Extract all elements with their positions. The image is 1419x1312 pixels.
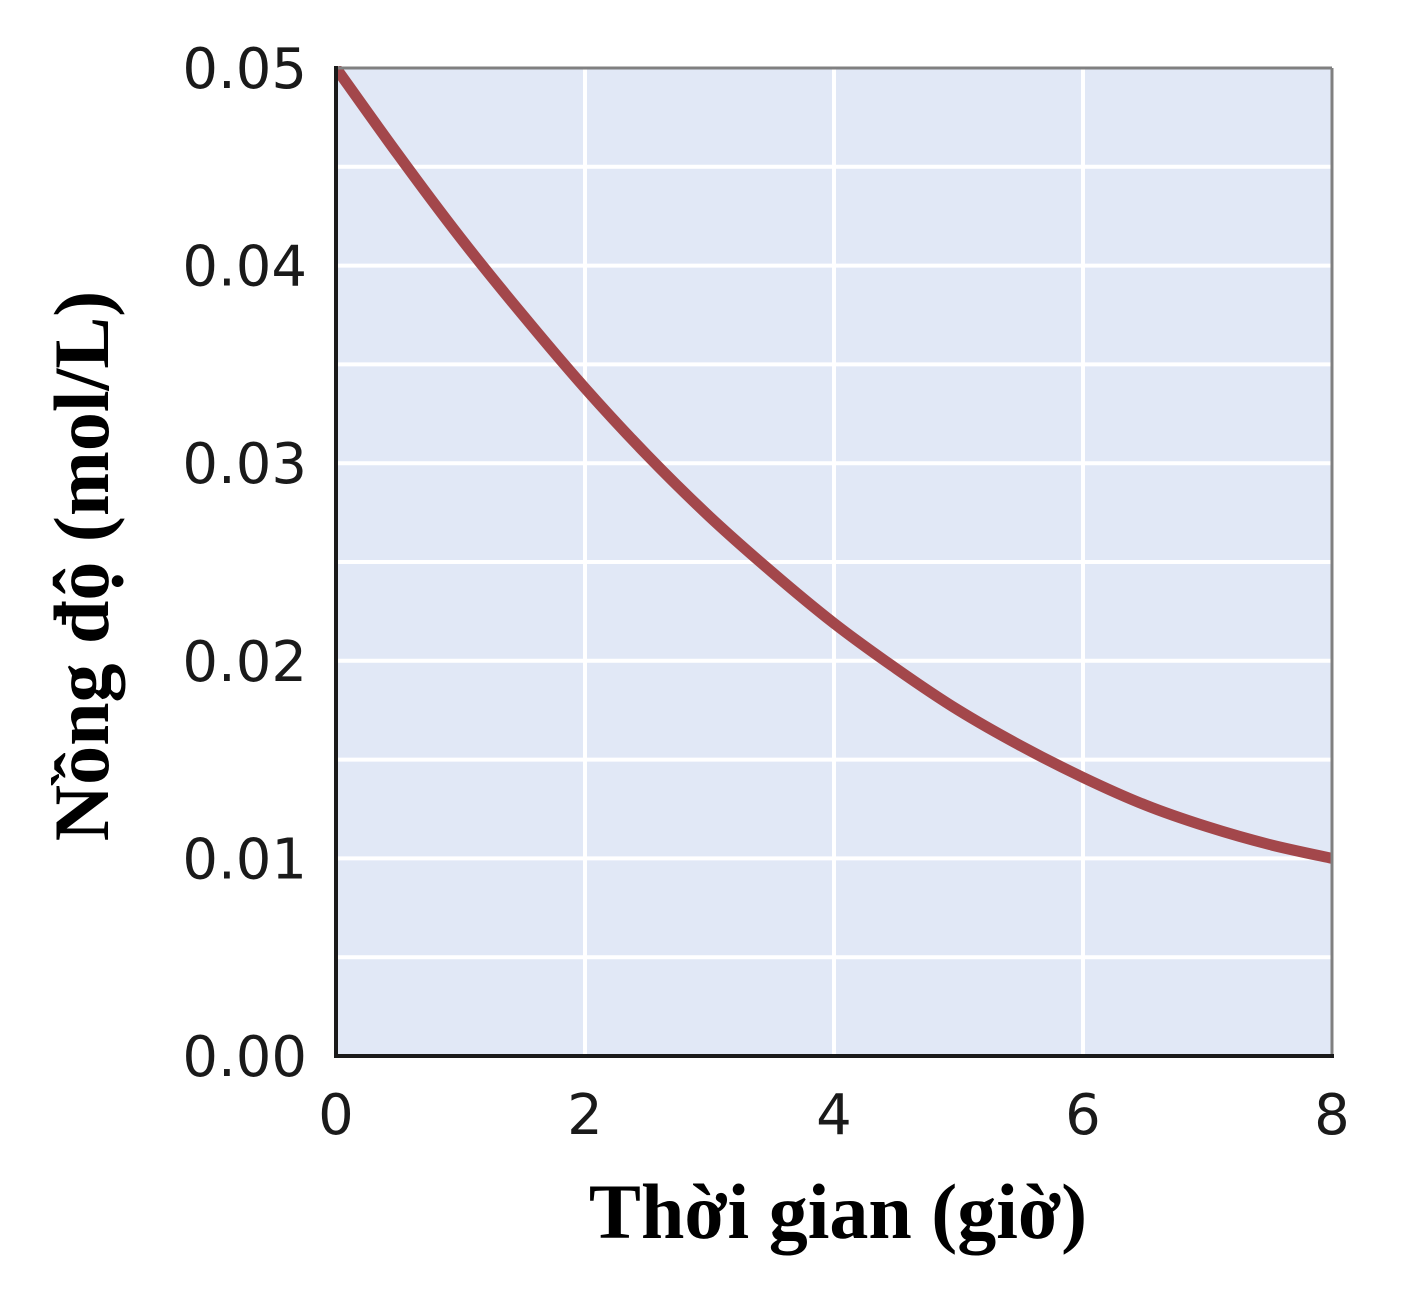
x-axis-title: Thời gian (giờ) [589, 1168, 1087, 1255]
x-tick-label: 0 [318, 1083, 354, 1148]
y-tick-label: 0.04 [182, 235, 307, 300]
y-tick-label: 0.05 [182, 37, 307, 102]
y-tick-labels: 0.00 0.01 0.02 0.03 0.04 0.05 [182, 37, 307, 1090]
y-axis-title: Nồng độ (mol/L) [38, 291, 125, 841]
y-tick-label: 0.02 [182, 630, 307, 695]
axes [334, 66, 1334, 1058]
y-tick-label: 0.03 [182, 432, 307, 497]
x-tick-label: 4 [816, 1083, 852, 1148]
x-tick-label: 6 [1065, 1083, 1101, 1148]
x-tick-label: 8 [1314, 1083, 1350, 1148]
x-tick-labels: 0 2 4 6 8 [318, 1083, 1350, 1148]
y-tick-label: 0.01 [182, 827, 307, 892]
series-layer [336, 66, 1332, 864]
grid-lines [336, 68, 1332, 1056]
concentration-curve [336, 66, 1332, 864]
y-tick-label: 0.00 [182, 1025, 307, 1090]
x-tick-label: 2 [567, 1083, 603, 1148]
